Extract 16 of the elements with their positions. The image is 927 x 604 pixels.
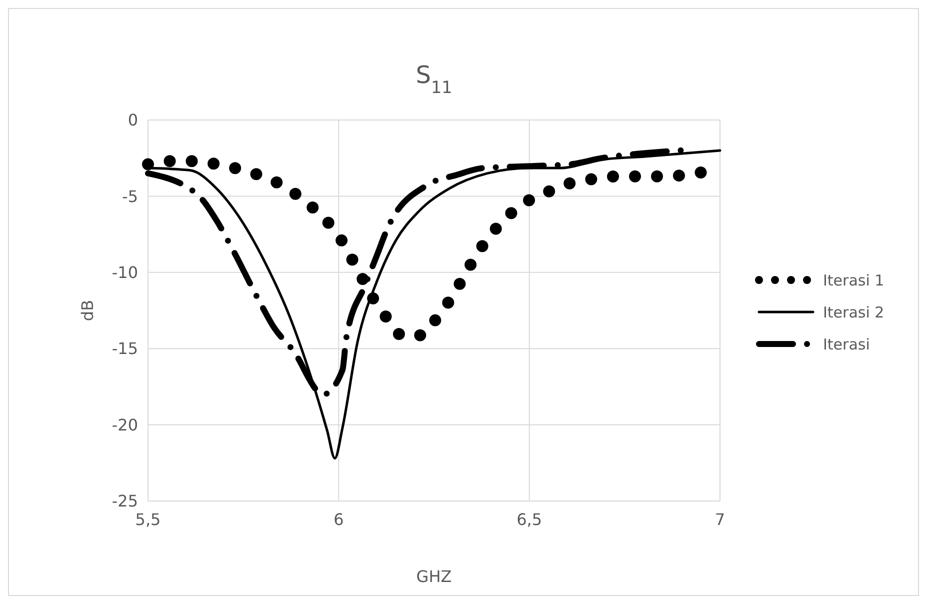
y-tick-label: -10	[112, 263, 138, 282]
chart-title: S$_{11}$	[416, 61, 452, 97]
x-tick-label: 6	[334, 510, 344, 529]
x-tick-label: 7	[714, 510, 726, 529]
y-tick-label: 0	[128, 110, 138, 130]
y-tick-label: -20	[112, 415, 138, 434]
x-axis-title: GHZ	[416, 567, 452, 586]
y-axis-title: dB	[78, 300, 97, 322]
legend-label: Iterasi 2	[823, 303, 884, 322]
y-tick-label: -5	[122, 186, 138, 206]
y-tick-label: -15	[112, 339, 138, 358]
x-tick-label: 5,5	[135, 510, 161, 529]
legend-label: Iterasi	[823, 335, 870, 354]
legend-label: Iterasi 1	[823, 271, 884, 290]
y-tick-label: -25	[112, 492, 138, 511]
x-tick-label: 6,5	[516, 510, 542, 529]
